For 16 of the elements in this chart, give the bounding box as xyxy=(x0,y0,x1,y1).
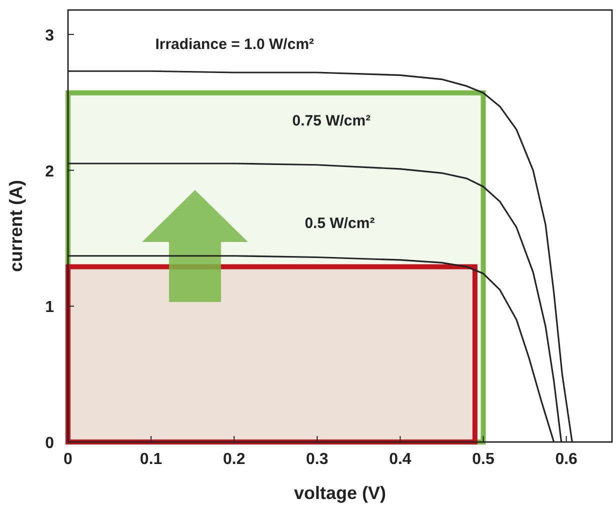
text: 0.75 W/cm² xyxy=(292,112,371,130)
x-tick-label: 0.1 xyxy=(140,451,162,468)
y-axis-title: current (A) xyxy=(6,180,26,272)
y-tick-label: 1 xyxy=(45,299,54,316)
y-tick-label: 3 xyxy=(45,27,54,44)
y-tick-label: 0 xyxy=(45,435,54,452)
x-tick-label: 0.6 xyxy=(555,451,578,468)
x-tick-label: 0.3 xyxy=(306,451,328,468)
x-tick-label: 0 xyxy=(64,451,73,468)
x-tick-label: 0.2 xyxy=(222,451,246,468)
x-tick-label: 0.5 xyxy=(472,451,494,468)
x-tick-label: 0.4 xyxy=(389,451,412,468)
series-label: 0.5 W/cm² xyxy=(304,214,375,232)
x-axis-title: voltage (V) xyxy=(294,483,386,503)
series-label: Irradiance = 1.0 W/cm² xyxy=(155,36,314,54)
y-tick-label: 2 xyxy=(45,163,54,180)
